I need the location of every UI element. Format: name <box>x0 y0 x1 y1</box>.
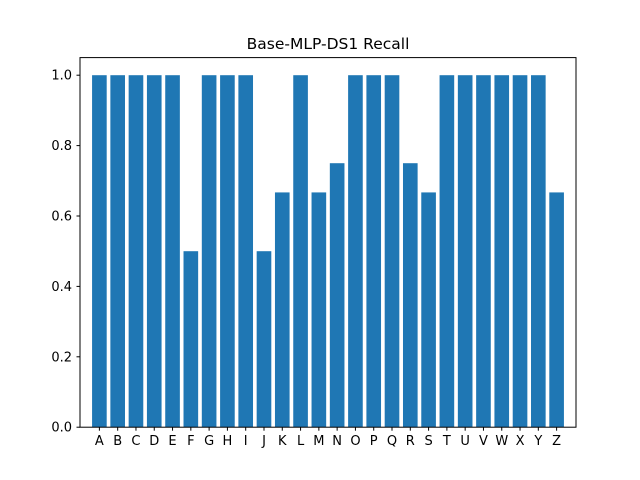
x-tick-label: D <box>149 434 159 449</box>
x-tick-label: Y <box>533 434 542 449</box>
bar-e <box>165 75 180 428</box>
bar-d <box>146 75 162 428</box>
bar-g <box>201 75 217 428</box>
x-tick-label: J <box>261 434 266 449</box>
x-tick-label: C <box>131 434 140 449</box>
bars <box>92 75 564 428</box>
x-tick-label: X <box>516 434 525 449</box>
bar-y <box>531 75 546 428</box>
x-tick-label: Z <box>552 434 561 449</box>
bar-i <box>238 75 254 428</box>
y-tick-label: 1.0 <box>51 69 72 84</box>
x-tick-label: O <box>350 434 360 449</box>
bar-h <box>220 75 235 428</box>
bar-o <box>348 75 363 428</box>
bar-k <box>274 192 290 428</box>
x-tick-label: L <box>297 434 305 449</box>
y-tick-label: 0.2 <box>51 350 72 365</box>
x-tick-label: F <box>187 434 194 449</box>
x-tick-label: K <box>278 434 287 449</box>
x-tick-label: S <box>424 434 432 449</box>
plot-frame <box>79 57 577 428</box>
chart-title: Base-MLP-DS1 Recall <box>247 35 410 53</box>
x-tick-label: H <box>223 434 233 449</box>
x-tick-label: A <box>95 434 104 449</box>
bar-r <box>402 163 418 428</box>
x-tick-label: E <box>168 434 176 449</box>
bar-a <box>92 75 107 428</box>
x-tick-label: M <box>313 434 324 449</box>
x-tick-label: R <box>406 434 415 449</box>
x-tick-label: V <box>479 434 488 449</box>
x-tick-label: P <box>370 434 378 449</box>
x-tick-label: N <box>332 434 342 449</box>
bar-j <box>256 251 272 428</box>
bar-f <box>183 251 199 428</box>
bar-u <box>457 75 473 428</box>
y-tick-label: 0.4 <box>51 280 72 295</box>
x-tick-label: W <box>495 434 508 449</box>
bar-w <box>494 75 510 428</box>
bar-q <box>384 75 400 428</box>
bar-l <box>293 75 308 428</box>
bar-m <box>311 192 327 428</box>
bar-p <box>366 75 382 428</box>
bar-z <box>549 192 564 428</box>
bar-v <box>476 75 491 428</box>
bar-c <box>128 75 144 428</box>
y-axis: 0.0 0.2 0.4 0.6 0.8 1.0 <box>51 69 80 436</box>
x-tick-label: G <box>204 434 214 449</box>
x-tick-label: U <box>460 434 470 449</box>
x-tick-label: Q <box>387 434 397 449</box>
bar-s <box>421 192 436 428</box>
bar-t <box>439 75 455 428</box>
bar-n <box>329 163 345 428</box>
y-tick-label: 0.8 <box>51 139 72 154</box>
x-tick-label: B <box>113 434 122 449</box>
bar-x <box>512 75 528 428</box>
bar-b <box>110 75 125 428</box>
y-tick-label: 0.0 <box>51 421 72 436</box>
x-tick-label: T <box>442 434 451 449</box>
y-tick-label: 0.6 <box>51 210 72 225</box>
x-tick-label: I <box>244 434 248 449</box>
